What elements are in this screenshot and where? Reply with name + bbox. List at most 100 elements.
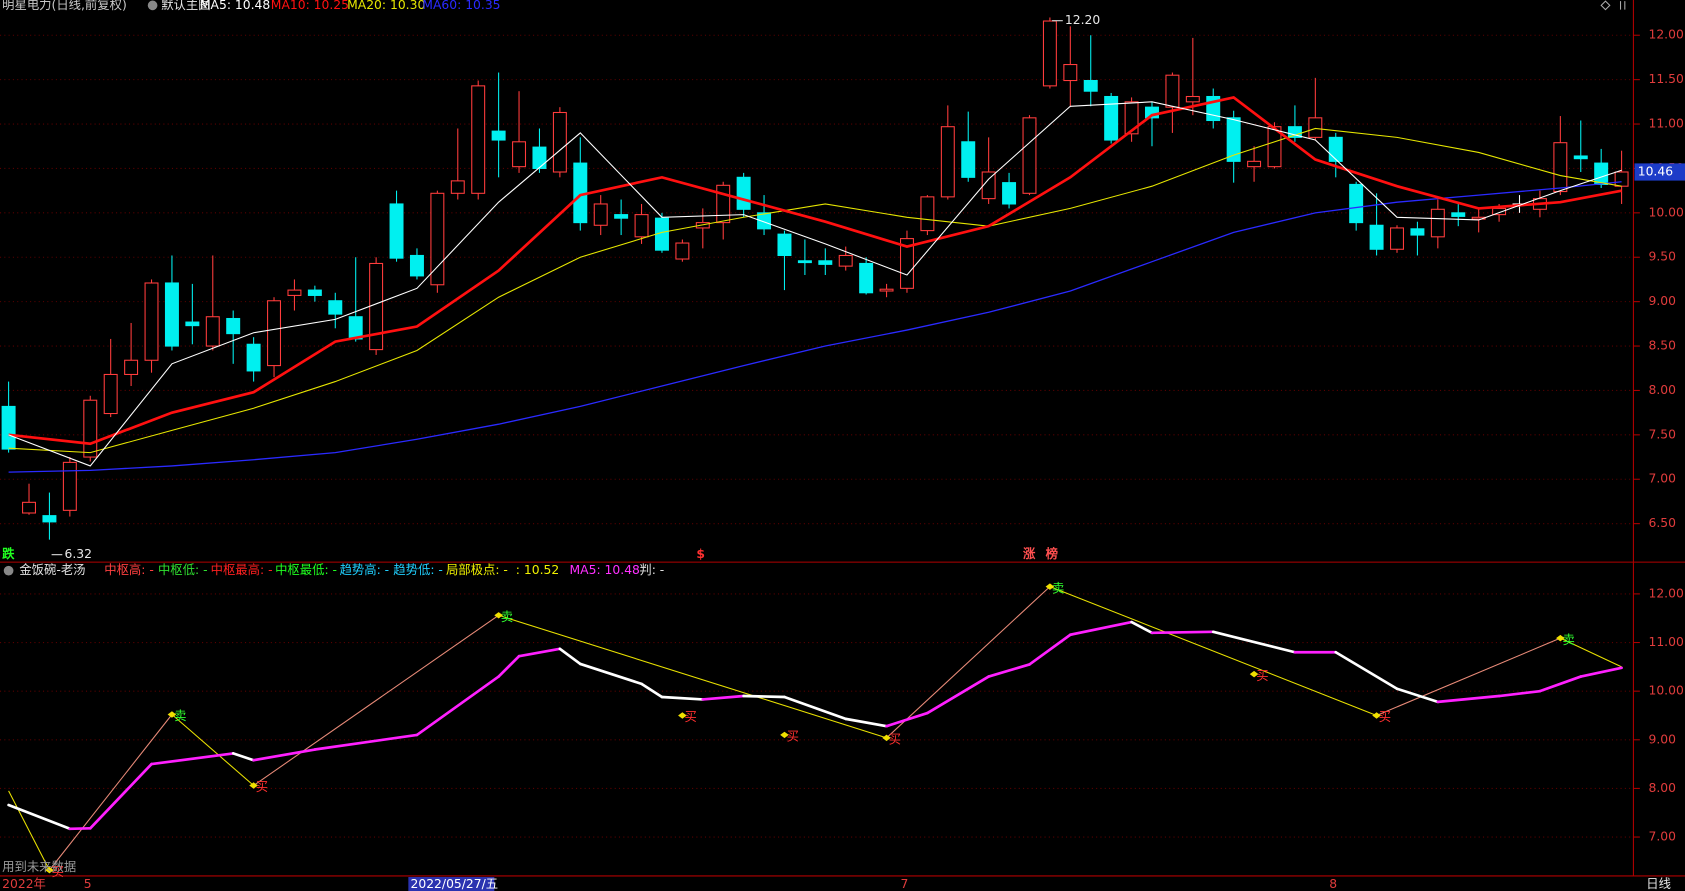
signal-point [780,731,789,739]
menu-icon[interactable] [147,0,158,11]
candle-body [859,262,874,294]
zigzag-segment [253,614,499,786]
candle-body [369,262,384,351]
indicator-label: : 10.52 [516,563,559,577]
candle-body [797,260,812,264]
flag: 跌 [2,546,15,561]
candle-body [1,405,16,450]
zigzag-segment [886,586,1051,739]
y-tick-label: 12.00 [1648,28,1683,42]
ma5-segment [660,695,705,701]
candle-body [491,130,506,141]
signal-label: 买 [52,865,64,879]
candle-body [1328,136,1343,162]
candle-body [1287,126,1302,138]
ma5-segment [783,695,848,721]
candle-body [409,254,424,277]
signal-label: 卖 [1052,581,1064,595]
toolbar-icon[interactable] [1600,0,1611,11]
last-price-label: 10.46 [1638,164,1673,178]
candle-body [22,501,36,514]
y-tick-label: 6.50 [1648,516,1676,530]
y-tick-label: 7.00 [1648,830,1676,844]
last-price-box [1634,163,1685,181]
candle-body [1492,207,1507,216]
signal-label: 卖 [501,610,513,624]
y-tick-label: 9.00 [1648,732,1676,746]
ma-line [8,181,1622,473]
y-tick-label: 8.50 [1648,339,1676,353]
indicator-icon[interactable] [3,565,14,576]
ma5-segment [88,762,153,830]
candle-body [103,373,118,415]
ma5-segment [1130,620,1154,635]
signal-label: 买 [1256,669,1268,683]
ma5-segment [1395,687,1440,704]
candle-body [1104,95,1119,141]
ma5-segment [640,682,664,699]
ma5-segment [1211,630,1297,654]
candle-body [1410,228,1425,236]
indicator-label: 判: - [639,563,664,577]
ma5-segment [1538,675,1583,693]
y-tick-label: 7.00 [1648,472,1676,486]
y-tick-label: 9.50 [1648,250,1676,264]
candle-body [512,141,527,168]
y-tick-label: 8.00 [1648,383,1676,397]
ma5-segment [1579,666,1623,678]
candle-body [328,300,343,315]
candle-body [818,260,833,265]
ma-line [8,95,1622,446]
x-label-highlight [408,877,495,891]
legend-entry: MA20: 10.30 [347,0,425,12]
candle-body [838,254,853,267]
flag: $ [696,547,705,561]
candle-body [450,180,465,194]
candle-body [1594,162,1609,185]
x-tick-label: 8 [1329,877,1337,891]
legend-entry: MA10: 10.25 [271,0,349,12]
ma5-segment [1497,689,1542,698]
candle-body [430,192,445,286]
zigzag-segment [1049,586,1377,716]
candle-body [389,203,404,259]
candle-body [1185,95,1200,103]
candle-body [1083,79,1098,92]
signal-label: 买 [787,730,799,744]
x-tick-label: 7 [901,877,909,891]
y-tick-label: 9.00 [1648,294,1676,308]
candle-body [1349,183,1364,224]
signal-label: 买 [1379,710,1391,724]
candle-body [471,85,486,194]
indicator-label: MA5: 10.48 [570,563,641,577]
toolbar-icon[interactable] [1619,1,1626,10]
ma5-segment [415,675,500,737]
flag: 榜 [1046,546,1058,561]
y-tick-label: 11.00 [1648,635,1683,649]
y-tick-label: 11.00 [1648,117,1683,131]
candle-body [675,242,690,260]
candle-body [287,289,302,296]
candle-body [267,300,282,367]
ma5-segment [987,663,1031,678]
candle-body [1369,224,1384,250]
candle-body [981,171,996,200]
candle-body [1022,117,1037,194]
chart-title: 明星电力(日线,前复权) [2,0,127,12]
candle-body [164,282,179,347]
candle-body [777,233,792,257]
candle-body [348,316,363,340]
y-tick-label: 10.00 [1648,684,1683,698]
signal-point [45,866,54,874]
legend-entry: MA60: 10.35 [422,0,500,12]
candle-body [124,359,139,376]
ma5-segment [1436,694,1501,704]
candle-body [593,203,608,226]
annotation: 6.32 [64,547,91,561]
candle-body [757,212,772,230]
candle-body [1247,160,1262,168]
x-tick-label: 5 [84,877,92,891]
x-tick-label: 2022年 [2,877,46,891]
